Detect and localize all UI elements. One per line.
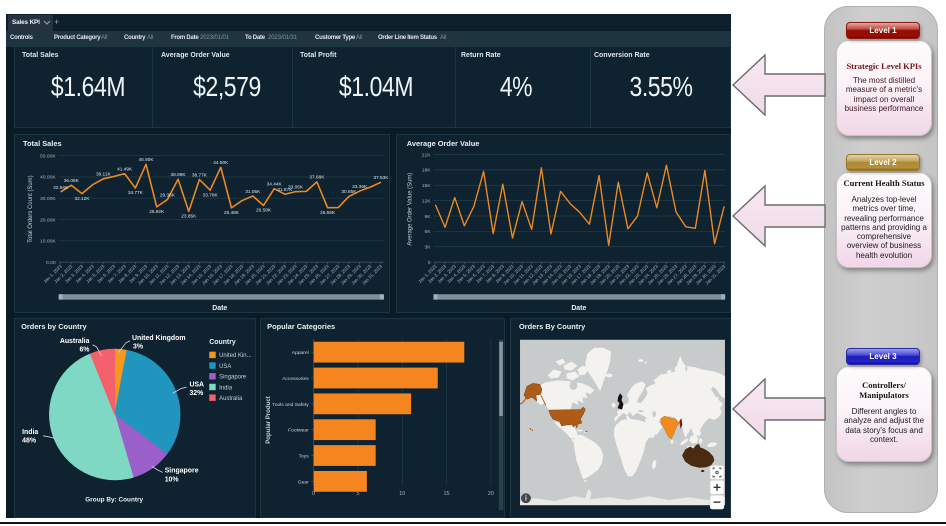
svg-text:USA: USA <box>189 381 204 388</box>
svg-text:Group By: Country: Group By: Country <box>85 497 143 504</box>
svg-text:United Kingdom: United Kingdom <box>132 335 185 342</box>
svg-text:Footwear: Footwear <box>288 428 309 434</box>
svg-text:Australia: Australia <box>60 338 90 345</box>
svg-text:India: India <box>22 429 38 436</box>
svg-text:15: 15 <box>444 491 450 497</box>
svg-text:Orders by Country: Orders by Country <box>21 322 87 331</box>
svg-text:Total Orders Count (Sum): Total Orders Count (Sum) <box>28 175 34 242</box>
svg-text:48%: 48% <box>22 438 36 445</box>
svg-text:34.77K: 34.77K <box>128 190 144 196</box>
svg-text:30.00K: 30.00K <box>40 196 56 202</box>
svg-text:40.00K: 40.00K <box>40 175 56 181</box>
svg-text:32.94K: 32.94K <box>53 185 69 191</box>
svg-text:Apparel: Apparel <box>292 350 309 356</box>
svg-text:Average Order Value (Sum): Average Order Value (Sum) <box>408 173 414 246</box>
svg-text:Popular Product: Popular Product <box>265 396 272 444</box>
svg-text:31.05K: 31.05K <box>245 189 261 195</box>
svg-text:33.36K: 33.36K <box>352 184 368 190</box>
svg-text:32.12K: 32.12K <box>74 196 90 202</box>
svg-text:23.85K: 23.85K <box>181 213 197 219</box>
svg-text:USA: USA <box>219 364 231 370</box>
svg-text:Accessories: Accessories <box>282 376 309 382</box>
svg-text:21K: 21K <box>422 152 431 158</box>
svg-text:12K: 12K <box>422 198 431 204</box>
svg-text:31.87K: 31.87K <box>277 187 293 193</box>
svg-text:32%: 32% <box>189 390 203 397</box>
svg-text:Singapore: Singapore <box>165 467 199 474</box>
svg-text:20.00K: 20.00K <box>40 217 56 223</box>
svg-text:Orders By Country: Orders By Country <box>519 322 586 331</box>
svg-text:38.89K: 38.89K <box>171 172 187 178</box>
svg-text:3%: 3% <box>133 344 143 351</box>
svg-text:Singapore: Singapore <box>219 375 247 381</box>
svg-text:34.44K: 34.44K <box>267 182 283 188</box>
svg-text:5: 5 <box>357 491 360 497</box>
svg-text:9K: 9K <box>424 214 431 220</box>
svg-text:6K: 6K <box>424 229 431 235</box>
svg-text:41.49K: 41.49K <box>117 166 133 172</box>
svg-text:Australia: Australia <box>219 396 243 402</box>
svg-text:India: India <box>219 385 233 391</box>
svg-text:25.55K: 25.55K <box>320 210 336 216</box>
svg-text:Date: Date <box>212 305 227 312</box>
svg-text:10%: 10% <box>165 476 179 483</box>
svg-text:18K: 18K <box>422 168 431 174</box>
svg-text:Gear: Gear <box>298 479 309 485</box>
svg-text:37.53K: 37.53K <box>373 175 389 181</box>
svg-text:44.50K: 44.50K <box>213 160 229 166</box>
svg-text:36.08K: 36.08K <box>64 178 80 184</box>
svg-text:6%: 6% <box>79 347 89 354</box>
svg-text:37.68K: 37.68K <box>309 175 325 181</box>
svg-text:Toys: Toys <box>299 454 310 460</box>
svg-text:38.77K: 38.77K <box>192 172 208 178</box>
svg-text:25.92K: 25.92K <box>149 209 165 215</box>
svg-text:20: 20 <box>488 491 494 497</box>
svg-text:Popular Categories: Popular Categories <box>267 322 335 331</box>
svg-text:i: i <box>525 496 527 503</box>
svg-text:Country: Country <box>209 339 236 346</box>
svg-text:25.48K: 25.48K <box>224 210 240 216</box>
svg-text:29.36K: 29.36K <box>160 192 176 198</box>
svg-text:3K: 3K <box>424 245 431 251</box>
svg-text:45.90K: 45.90K <box>139 157 155 163</box>
svg-text:Total Sales: Total Sales <box>23 139 62 148</box>
svg-text:33.78K: 33.78K <box>203 192 219 198</box>
svg-text:Date: Date <box>571 305 586 312</box>
svg-text:50.00K: 50.00K <box>40 153 56 159</box>
svg-text:0: 0 <box>428 260 431 266</box>
svg-text:United Kin...: United Kin... <box>219 353 252 359</box>
svg-text:33.05K: 33.05K <box>288 184 304 190</box>
svg-text:15K: 15K <box>422 183 431 189</box>
svg-text:39.11K: 39.11K <box>96 172 111 178</box>
svg-text:0.00: 0.00 <box>46 260 56 266</box>
svg-text:10: 10 <box>399 491 405 497</box>
svg-text:Tools and Safety: Tools and Safety <box>272 402 309 408</box>
svg-text:Average Order Value: Average Order Value <box>407 139 480 148</box>
svg-text:10.00K: 10.00K <box>40 239 56 245</box>
svg-text:26.58K: 26.58K <box>256 208 272 214</box>
svg-text:0: 0 <box>312 491 315 497</box>
svg-text:30.85K: 30.85K <box>341 189 357 195</box>
